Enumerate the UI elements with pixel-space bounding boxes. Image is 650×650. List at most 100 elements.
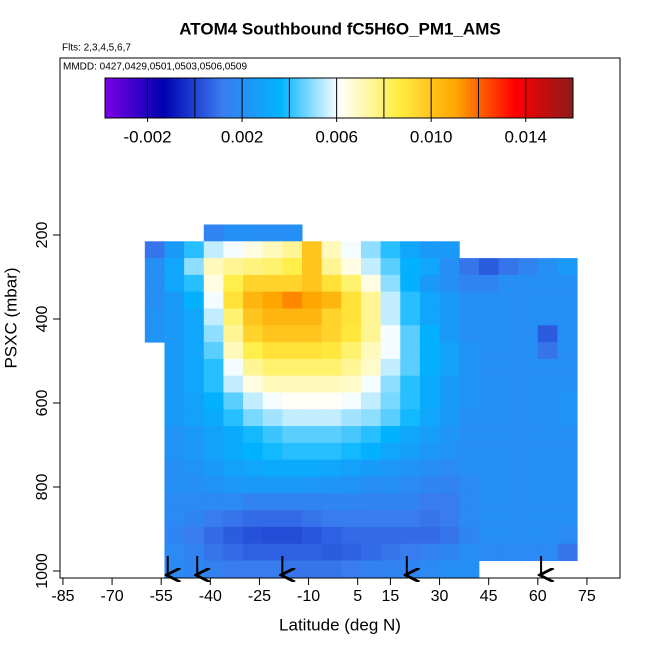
heatmap-cell — [164, 258, 185, 276]
heatmap-cell — [164, 459, 185, 477]
x-tick-label: -70 — [101, 588, 124, 605]
heatmap-cell — [557, 442, 578, 461]
heatmap-cell — [223, 342, 244, 360]
x-tick-label: 60 — [529, 588, 547, 605]
heatmap-cell — [360, 543, 382, 561]
heatmap-cell — [557, 342, 578, 360]
heatmap-cell — [321, 560, 342, 578]
y-axis-label: PSXC (mbar) — [1, 267, 20, 368]
heatmap-cell — [537, 325, 558, 343]
heatmap-cell — [419, 392, 441, 410]
heatmap-cell — [223, 291, 244, 309]
heatmap-cell — [262, 459, 283, 477]
x-tick-label: 15 — [382, 588, 400, 605]
heatmap-cell — [498, 476, 519, 494]
heatmap-cell — [302, 543, 323, 561]
heatmap-cell — [459, 375, 480, 393]
heatmap-cell — [282, 342, 303, 360]
heatmap-cell — [439, 342, 460, 360]
heatmap-cell — [518, 274, 539, 293]
heatmap-cell — [419, 342, 441, 360]
heatmap-cell — [203, 493, 224, 511]
heatmap-cell — [243, 409, 264, 427]
heatmap-cell — [360, 426, 382, 444]
heatmap-cell — [164, 358, 185, 377]
heatmap-cell — [360, 493, 382, 511]
heatmap-cell — [478, 543, 500, 561]
heatmap-cell — [203, 526, 224, 545]
heatmap-cell — [439, 426, 460, 444]
heatmap-cell — [380, 342, 401, 360]
heatmap-cell — [459, 258, 480, 276]
x-tick-label: 75 — [578, 588, 596, 605]
heatmap-cell — [203, 392, 224, 410]
heatmap-cell — [223, 274, 244, 293]
heatmap-cell — [380, 392, 401, 410]
heatmap-cell — [243, 493, 264, 511]
heatmap-cell — [380, 526, 401, 545]
heatmap-cell — [439, 526, 460, 545]
heatmap-cell — [360, 442, 382, 461]
heatmap-cell — [557, 274, 578, 293]
heatmap-cell — [321, 526, 342, 545]
heatmap-cell — [243, 224, 264, 242]
heatmap-cell — [459, 493, 480, 511]
heatmap-cell — [282, 392, 303, 410]
heatmap-cell — [498, 426, 519, 444]
heatmap-cell — [243, 325, 264, 343]
heatmap-cell — [478, 258, 500, 276]
heatmap-cell — [557, 358, 578, 377]
heatmap-cell — [360, 510, 382, 528]
heatmap-cell — [262, 274, 283, 293]
x-tick-label: -55 — [150, 588, 173, 605]
heatmap-cell — [400, 493, 421, 511]
heatmap-cell — [203, 325, 224, 343]
heatmap-cell — [557, 325, 578, 343]
heatmap-cell — [302, 442, 323, 461]
heatmap-cell — [478, 493, 500, 511]
heatmap-cell — [518, 426, 539, 444]
heatmap-cell — [439, 510, 460, 528]
heatmap-cell — [439, 358, 460, 377]
heatmap-cell — [498, 442, 519, 461]
heatmap-cell — [282, 476, 303, 494]
heatmap-cell — [380, 308, 401, 326]
heatmap-cell — [341, 476, 362, 494]
heatmap-cell — [537, 258, 558, 276]
heatmap-cell — [243, 308, 264, 326]
heatmap-cell — [282, 526, 303, 545]
heatmap-cell — [459, 409, 480, 427]
heatmap-cell — [557, 291, 578, 309]
heatmap-cell — [341, 325, 362, 343]
heatmap-cell — [321, 476, 342, 494]
heatmap-cell — [419, 476, 441, 494]
heatmap-cell — [223, 325, 244, 343]
heatmap-cell — [419, 560, 441, 578]
heatmap-cell — [419, 409, 441, 427]
heatmap-cell — [360, 409, 382, 427]
heatmap-cell — [144, 241, 165, 259]
heatmap-cell — [498, 258, 519, 276]
x-tick-label: 45 — [480, 588, 498, 605]
heatmap-cell — [478, 325, 500, 343]
heatmap-cell — [400, 358, 421, 377]
heatmap-cell — [184, 476, 205, 494]
heatmap-cell — [203, 543, 224, 561]
heatmap-cell — [164, 392, 185, 410]
heatmap-cell — [400, 342, 421, 360]
heatmap-cell — [557, 426, 578, 444]
heatmap-cell — [439, 325, 460, 343]
heatmap-cell — [380, 560, 401, 578]
heatmap-cell — [557, 308, 578, 326]
colorbar-tick-label: -0.002 — [123, 127, 171, 146]
heatmap-cell — [518, 258, 539, 276]
heatmap-cell — [478, 526, 500, 545]
heatmap-cell — [184, 409, 205, 427]
heatmap-cell — [518, 526, 539, 545]
heatmap-cell — [478, 375, 500, 393]
heatmap-cell — [419, 510, 441, 528]
heatmap-cell — [321, 274, 342, 293]
heatmap-cell — [498, 342, 519, 360]
heatmap-cell — [144, 291, 165, 309]
heatmap-cell — [302, 392, 323, 410]
